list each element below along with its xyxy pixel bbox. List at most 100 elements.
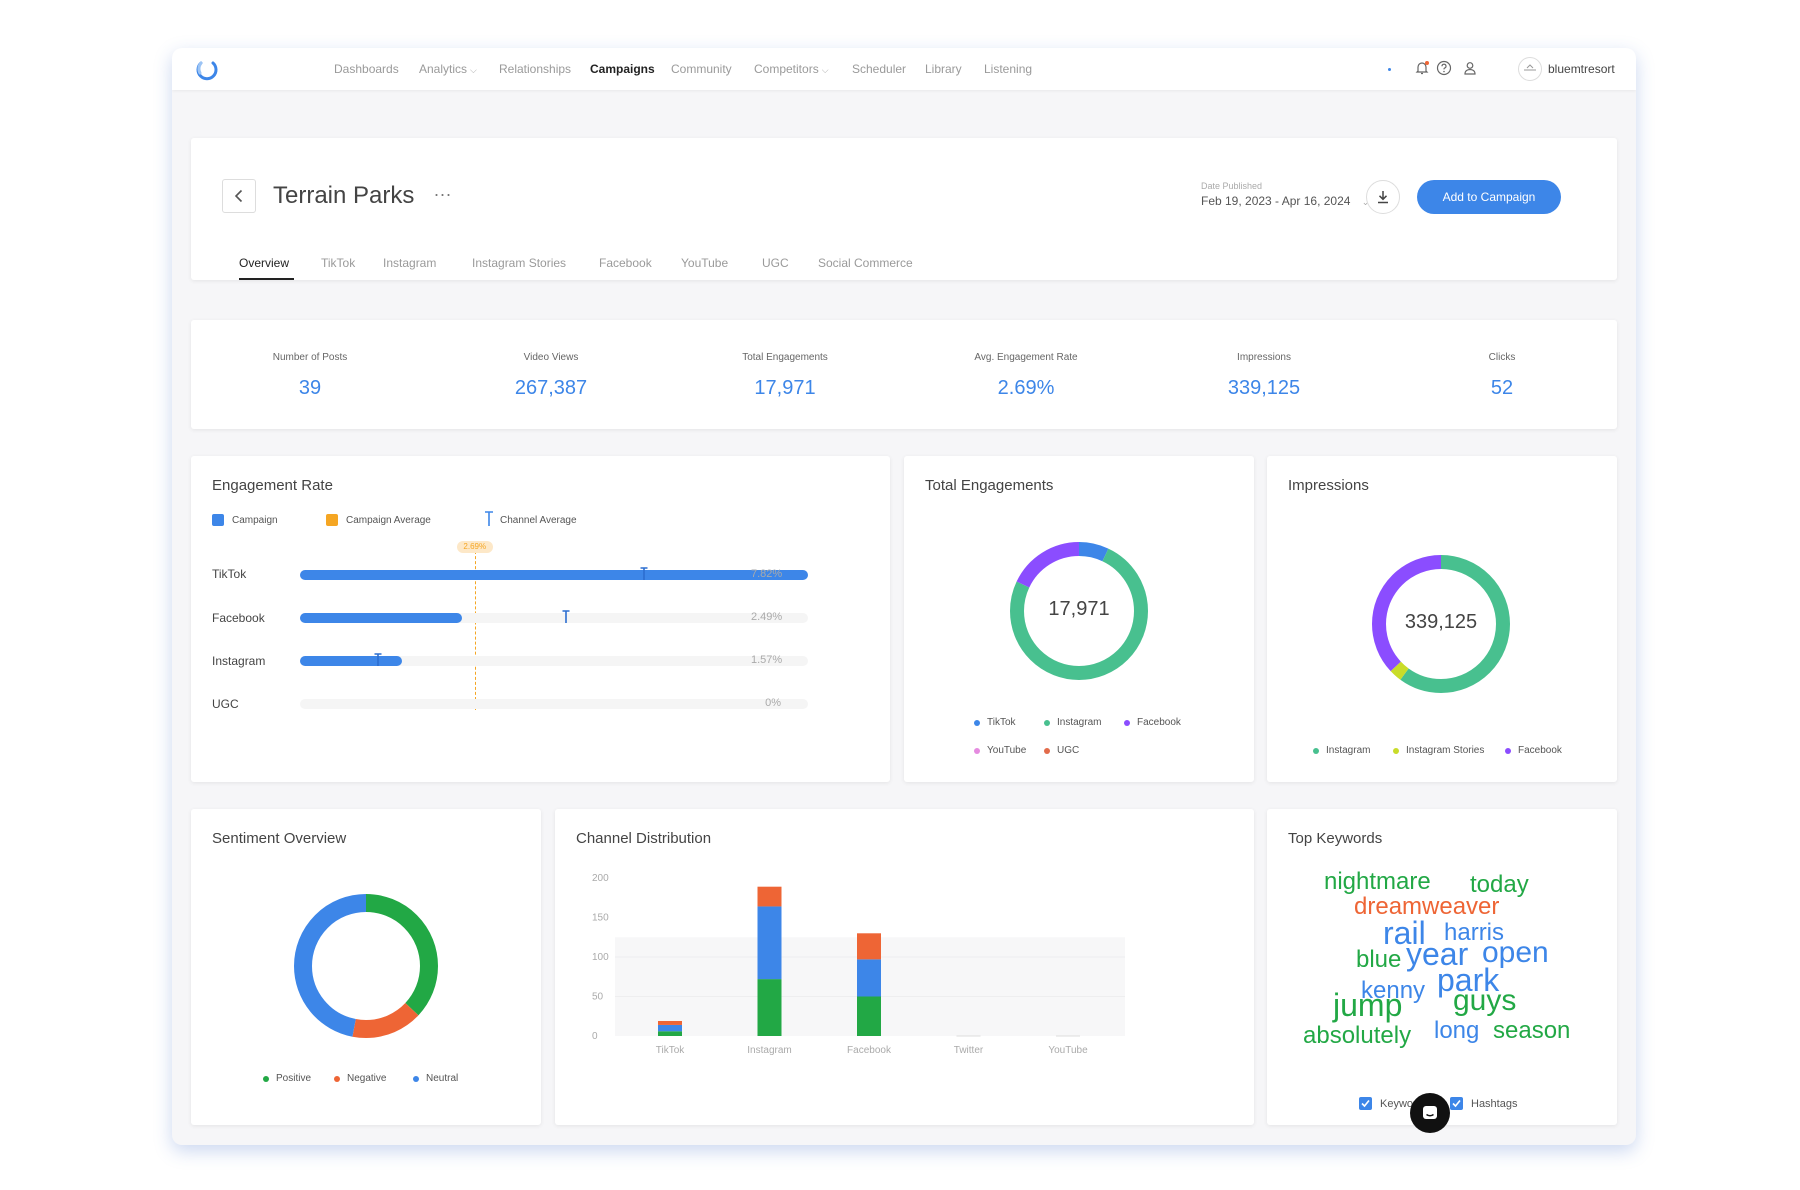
notification-bell-icon[interactable] <box>1412 58 1432 78</box>
nav-scheduler[interactable]: Scheduler <box>852 62 907 76</box>
keyword[interactable]: long <box>1434 1017 1480 1044</box>
nav-community[interactable]: Community <box>671 62 732 76</box>
keywords-checkbox[interactable] <box>1359 1097 1372 1110</box>
legend-item-facebook[interactable]: Facebook <box>1124 717 1181 728</box>
legend-dot <box>1044 747 1050 754</box>
avatar[interactable] <box>1518 57 1542 81</box>
nav-analytics[interactable]: Analytics ⌵ <box>419 62 477 76</box>
bar-segment-instagram[interactable] <box>757 906 782 980</box>
bar-segment-instagram[interactable] <box>757 979 782 1036</box>
keyword[interactable]: harris <box>1444 919 1505 946</box>
nav-listening[interactable]: Listening <box>984 62 1033 76</box>
chat-button[interactable] <box>1410 1093 1450 1133</box>
keyword[interactable]: park <box>1437 962 1500 998</box>
stat-label: Avg. Engagement Rate <box>974 352 1078 363</box>
legend-label: Campaign Average <box>346 515 431 526</box>
keyword[interactable]: season <box>1493 1017 1571 1044</box>
bar-facebook[interactable] <box>300 613 462 623</box>
stat-label: Clicks <box>1488 352 1516 363</box>
legend-item-positive[interactable]: Positive <box>263 1073 311 1084</box>
tab-overview[interactable]: Overview <box>239 256 290 270</box>
legend-item-neutral[interactable]: Neutral <box>413 1073 458 1084</box>
donut-segment-facebook[interactable] <box>1010 542 1148 680</box>
tab-instagram-stories[interactable]: Instagram Stories <box>472 256 567 270</box>
tab-ugc[interactable]: UGC <box>762 256 789 270</box>
legend-item-negative[interactable]: Negative <box>334 1073 386 1084</box>
nav-campaigns[interactable]: Campaigns <box>590 62 655 76</box>
legend-dot <box>974 719 980 726</box>
total-engagements-donut[interactable] <box>999 531 1159 691</box>
bar-segment-instagram[interactable] <box>757 886 782 907</box>
impressions-donut[interactable] <box>1361 544 1521 704</box>
legend-item-facebook[interactable]: Facebook <box>1505 745 1562 756</box>
bar-segment-tiktok[interactable] <box>658 1020 682 1025</box>
legend-item-youtube[interactable]: YouTube <box>974 745 1026 756</box>
donut-segment-facebook[interactable] <box>1372 555 1510 693</box>
nav-dashboards[interactable]: Dashboards <box>334 62 399 76</box>
legend-item-instagram[interactable]: Instagram <box>1044 717 1101 728</box>
bar-segment-facebook[interactable] <box>857 959 881 997</box>
logo-icon[interactable] <box>195 58 219 82</box>
channel-average-marker <box>374 653 382 666</box>
bar-segment-facebook[interactable] <box>857 933 881 960</box>
keyword[interactable]: dreamweaver <box>1354 893 1500 920</box>
channel-average-marker-icon <box>485 511 493 526</box>
hashtags-checkbox-label[interactable]: Hashtags <box>1471 1098 1518 1110</box>
hashtags-checkbox[interactable] <box>1450 1097 1463 1110</box>
add-to-campaign-button[interactable]: Add to Campaign <box>1417 180 1561 214</box>
tab-facebook[interactable]: Facebook <box>599 256 652 270</box>
nav-relationships[interactable]: Relationships <box>499 62 572 76</box>
legend-dot <box>1393 747 1399 754</box>
keyword[interactable]: jump <box>1333 987 1403 1023</box>
keyword[interactable]: year <box>1406 936 1469 972</box>
keyword[interactable]: kenny <box>1361 977 1426 1004</box>
donut-segment-negative[interactable] <box>294 894 438 1038</box>
user-icon[interactable] <box>1460 58 1480 78</box>
keyword[interactable]: absolutely <box>1303 1022 1412 1049</box>
check-icon <box>1452 1099 1461 1108</box>
keyword[interactable]: today <box>1470 871 1529 898</box>
legend-item-ugc[interactable]: UGC <box>1044 745 1079 756</box>
bar-segment-tiktok[interactable] <box>658 1024 682 1032</box>
bar-segment-facebook[interactable] <box>857 996 881 1037</box>
back-button[interactable] <box>222 179 256 213</box>
download-button[interactable] <box>1366 180 1400 214</box>
keyword[interactable]: rail <box>1383 915 1426 951</box>
total-engagements-card: Total Engagements 17,971 TikTok Instagra… <box>904 456 1254 782</box>
bar-tiktok[interactable] <box>300 570 808 580</box>
help-icon[interactable] <box>1434 58 1454 78</box>
tab-youtube[interactable]: YouTube <box>681 256 729 270</box>
bar-segment-tiktok[interactable] <box>658 1031 682 1036</box>
legend-item-instagram-stories[interactable]: Instagram Stories <box>1393 745 1484 756</box>
x-tick-label: Twitter <box>954 1045 984 1056</box>
donut-segment-instagram[interactable] <box>1010 542 1148 680</box>
channel-average-marker <box>640 567 648 580</box>
username[interactable]: bluemtresort <box>1548 62 1615 76</box>
sentiment-overview-card: Sentiment Overview Positive Negative Neu… <box>191 809 541 1125</box>
nav-library[interactable]: Library <box>925 62 962 76</box>
legend-item-instagram[interactable]: Instagram <box>1313 745 1370 756</box>
top-nav: Dashboards Analytics ⌵ Relationships Camp… <box>172 48 1636 90</box>
more-options-button[interactable]: ... <box>434 180 453 200</box>
stat-avg-engagement-rate: Avg. Engagement Rate 2.69% <box>926 352 1126 400</box>
legend-label: Campaign <box>232 515 278 526</box>
campaign-average-line <box>474 546 476 710</box>
keyword[interactable]: blue <box>1356 946 1402 973</box>
nav-competitors[interactable]: Competitors ⌵ <box>754 62 829 76</box>
keyword[interactable]: open <box>1482 936 1549 969</box>
donut-segment-neutral[interactable] <box>294 894 438 1038</box>
legend-item-tiktok[interactable]: TikTok <box>974 717 1016 728</box>
sentiment-donut[interactable] <box>284 884 448 1048</box>
bar-instagram[interactable] <box>300 656 402 666</box>
keyword[interactable]: nightmare <box>1324 868 1431 895</box>
keyword[interactable]: guys <box>1453 984 1517 1017</box>
legend-swatch-campaign-average <box>326 514 338 526</box>
tab-social-commerce[interactable]: Social Commerce <box>818 256 913 270</box>
row-pct: 0% <box>765 697 781 709</box>
y-tick-label: 0 <box>592 1031 598 1042</box>
tab-instagram[interactable]: Instagram <box>383 256 437 270</box>
tab-tiktok[interactable]: TikTok <box>321 256 356 270</box>
engagement-rate-card: Engagement Rate Campaign Campaign Averag… <box>191 456 890 782</box>
date-range-picker[interactable]: Feb 19, 2023 - Apr 16, 2024 ⌄ <box>1201 194 1370 208</box>
legend-dot <box>1505 747 1511 754</box>
